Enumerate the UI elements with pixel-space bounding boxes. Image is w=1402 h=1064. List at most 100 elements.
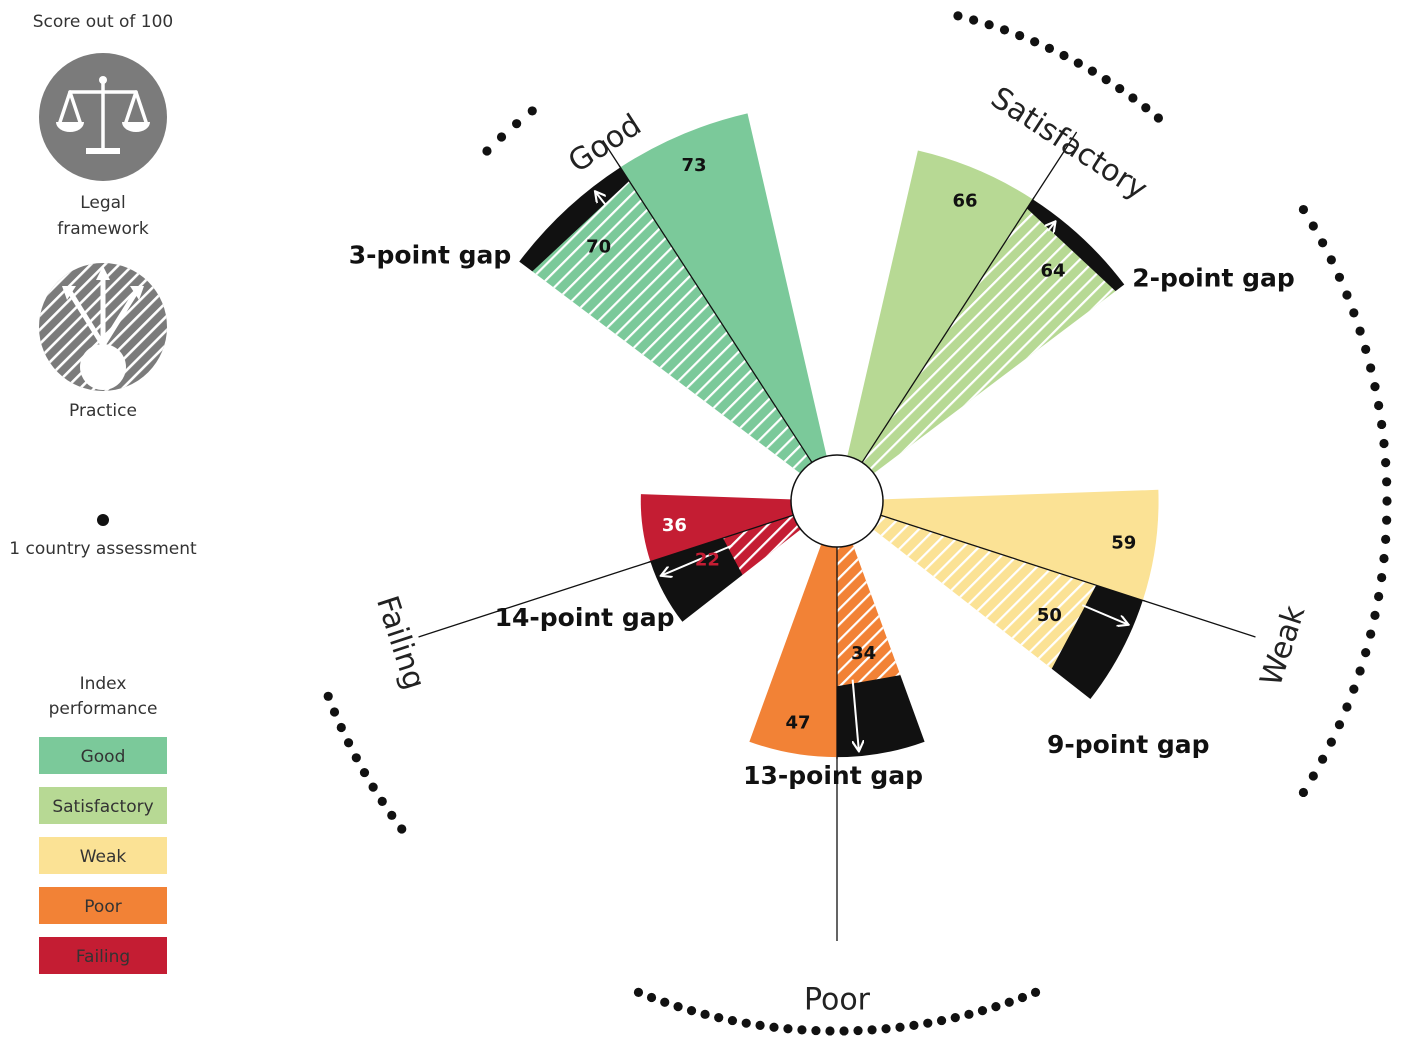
assessment-dot-poor [825, 1026, 835, 1036]
practice-hatch-poor [837, 544, 901, 687]
assessment-dot-satisfactory [969, 15, 979, 25]
assessment-dot-poor [633, 987, 644, 998]
assessment-dot-poor [950, 1013, 960, 1023]
gap-label-weak: 9-point gap [1047, 730, 1210, 759]
legal-label-line2: framework [57, 219, 149, 239]
legal-value-weak: 59 [1111, 532, 1136, 553]
gap-label-satisfactory: 2-point gap [1132, 264, 1295, 293]
assessment-dot-poor [1004, 997, 1014, 1007]
assessment-dot-poor [1030, 987, 1041, 998]
assessment-dot-satisfactory [1153, 113, 1163, 123]
gap-arrow-poor [851, 679, 859, 751]
legal-value-failing: 36 [662, 515, 687, 536]
assessment-dot-weak [1298, 787, 1309, 798]
assessment-dot-weak [1298, 204, 1309, 215]
axis-overlay-good [618, 165, 813, 463]
assessment-dot-satisfactory [1101, 75, 1111, 85]
gap-label-poor: 13-point gap [743, 761, 923, 790]
legal-wedge-satisfactory [847, 150, 1033, 463]
assessment-dot-poor [741, 1018, 751, 1028]
category-label-failing: Failing [369, 592, 432, 694]
legend-swatch-label-satisfactory: Satisfactory [52, 797, 153, 817]
legal-value-good: 73 [682, 155, 707, 176]
assessment-dot-poor [895, 1022, 905, 1032]
assessment-dot-poor [811, 1025, 821, 1036]
assessment-dot-poor [755, 1020, 765, 1030]
assessment-dot-satisfactory [1015, 30, 1025, 41]
assessment-dot-failing [351, 753, 361, 763]
assessment-dot-weak [1342, 290, 1352, 300]
assessment-dot-failing [329, 707, 340, 717]
score-title: Score out of 100 [33, 12, 174, 32]
assessment-dot-weak [1370, 382, 1380, 392]
assessment-dot-weak [1326, 255, 1336, 265]
legal-value-satisfactory: 66 [953, 190, 978, 211]
assessment-dot-satisfactory [1059, 50, 1069, 61]
legend-swatch-poor [39, 887, 167, 924]
assessment-dot-good [482, 146, 492, 156]
legal-wedge-weak [880, 489, 1159, 601]
assessment-dot-poor [839, 1026, 849, 1036]
assessment-dot-good [496, 132, 507, 142]
gap-arrow-satisfactory [1048, 222, 1055, 231]
assessment-dot-poor [977, 1006, 988, 1016]
assessment-dot-weak [1370, 610, 1380, 620]
assessment-dot-poor [923, 1018, 933, 1028]
axis-overlay-weak [880, 514, 1145, 602]
practice-value-weak: 50 [1037, 605, 1062, 626]
practice-value-good: 70 [586, 236, 611, 257]
legend-swatch-label-poor: Poor [84, 897, 121, 917]
assessment-dot-satisfactory [1115, 83, 1125, 94]
assessment-dot-poor [646, 992, 657, 1003]
assessment-dot-failing [377, 796, 387, 806]
assessment-dot-failing [336, 722, 346, 733]
assessment-dot-poor [1017, 992, 1028, 1003]
gap-arrow-failing [662, 544, 733, 576]
legend-swatch-weak [39, 837, 167, 874]
legend-swatch-failing [39, 937, 167, 974]
assessment-dot-weak [1374, 400, 1384, 411]
legend-swatch-label-good: Good [81, 747, 126, 767]
gap-arrow-good [596, 192, 607, 206]
gap-label-good: 3-point gap [349, 241, 512, 270]
assessment-dot-satisfactory [1087, 66, 1097, 76]
assessment-dot-good [527, 106, 537, 116]
legal-wedge-good [620, 113, 827, 463]
practice-icon [39, 263, 167, 391]
legal-value-poor: 47 [786, 713, 811, 734]
practice-hatch-good [532, 181, 812, 474]
gap-label-failing: 14-point gap [495, 603, 675, 632]
practice-value-failing: 22 [695, 550, 720, 571]
legal-label-line1: Legal [80, 193, 126, 213]
dot-legend-label: 1 country assessment [9, 539, 197, 559]
assessment-dot-poor [853, 1025, 863, 1036]
assessment-dot-poor [964, 1009, 974, 1019]
index-title-line2: performance [49, 699, 158, 719]
assessment-dot-poor [909, 1020, 919, 1030]
assessment-dot-failing [343, 738, 354, 748]
assessment-dot-weak [1377, 419, 1387, 430]
assessment-dot-weak [1379, 438, 1389, 449]
practice-value-poor: 34 [851, 643, 876, 664]
assessment-dot-weak [1366, 629, 1376, 639]
assessment-dot-failing [323, 691, 333, 701]
assessment-dot-satisfactory [953, 11, 963, 21]
category-label-poor: Poor [804, 983, 871, 1018]
assessment-dot-weak [1334, 720, 1345, 730]
assessment-dot-poor [686, 1006, 697, 1016]
gap-band-failing [650, 538, 743, 622]
assessment-dot-poor [660, 997, 670, 1007]
assessment-dot-satisfactory [1030, 37, 1040, 47]
assessment-dot-poor [769, 1022, 779, 1032]
assessment-dot-satisfactory [1044, 43, 1055, 53]
category-label-weak: Weak [1254, 601, 1313, 691]
gap-arrow-weak [1081, 604, 1127, 624]
practice-hatch-failing [722, 515, 801, 575]
assessment-dot-poor [673, 1002, 683, 1012]
legend: Score out of 100 Legal framework [9, 12, 197, 974]
practice-value-satisfactory: 64 [1041, 260, 1066, 281]
legal-framework-icon [39, 53, 167, 181]
assessment-dot-good [512, 119, 522, 129]
assessment-dot-weak [1382, 477, 1392, 487]
assessment-dot-weak [1326, 737, 1336, 747]
